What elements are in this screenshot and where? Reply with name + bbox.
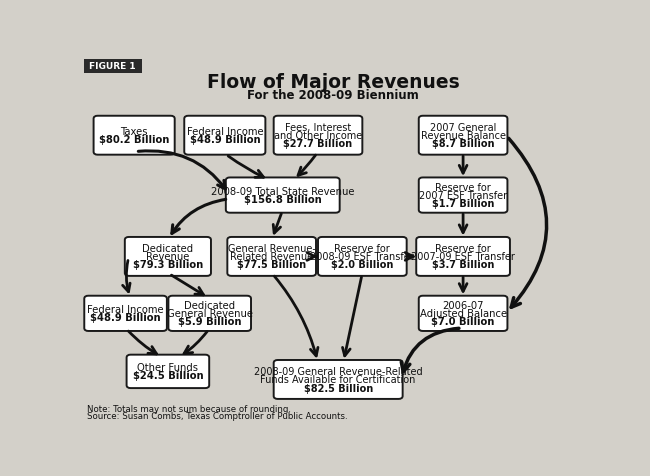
FancyBboxPatch shape: [419, 117, 508, 155]
FancyBboxPatch shape: [184, 117, 265, 155]
Text: $24.5 Billion: $24.5 Billion: [133, 371, 203, 381]
FancyBboxPatch shape: [127, 355, 209, 388]
Text: Federal Income: Federal Income: [187, 127, 263, 137]
Text: Dedicated: Dedicated: [142, 244, 194, 254]
FancyBboxPatch shape: [274, 360, 402, 399]
Text: Revenue Balance: Revenue Balance: [421, 131, 506, 141]
Text: Reserve for: Reserve for: [436, 183, 491, 193]
Text: $48.9 Billion: $48.9 Billion: [190, 135, 260, 145]
Text: Flow of Major Revenues: Flow of Major Revenues: [207, 73, 460, 92]
Text: FIGURE 1: FIGURE 1: [89, 62, 136, 71]
Text: 2008-09 ESF Transfer: 2008-09 ESF Transfer: [311, 252, 414, 262]
Text: Related Revenue: Related Revenue: [230, 252, 313, 262]
FancyBboxPatch shape: [318, 238, 407, 276]
Text: 2007-09 ESF Transfer: 2007-09 ESF Transfer: [411, 252, 515, 262]
Text: Dedicated: Dedicated: [184, 301, 235, 311]
FancyBboxPatch shape: [84, 60, 142, 74]
Text: 2007 General: 2007 General: [430, 123, 497, 133]
FancyBboxPatch shape: [274, 117, 362, 155]
Text: 2006-07: 2006-07: [443, 301, 484, 311]
Text: Note: Totals may not sum because of rounding.: Note: Totals may not sum because of roun…: [87, 405, 291, 414]
FancyBboxPatch shape: [416, 238, 510, 276]
Text: $7.0 Billion: $7.0 Billion: [432, 317, 495, 327]
Text: $1.7 Billion: $1.7 Billion: [432, 199, 494, 208]
Text: $3.7 Billion: $3.7 Billion: [432, 260, 494, 270]
Text: Reserve for: Reserve for: [436, 244, 491, 254]
FancyBboxPatch shape: [168, 296, 251, 331]
Text: Source: Susan Combs, Texas Comptroller of Public Accounts.: Source: Susan Combs, Texas Comptroller o…: [87, 411, 348, 420]
Text: Revenue: Revenue: [146, 252, 190, 262]
Text: Federal Income: Federal Income: [87, 305, 164, 315]
Text: $82.5 Billion: $82.5 Billion: [304, 383, 373, 393]
Text: $77.5 Billion: $77.5 Billion: [237, 260, 306, 270]
Text: $79.3 Billion: $79.3 Billion: [133, 260, 203, 270]
Text: General Revenue-: General Revenue-: [227, 244, 316, 254]
FancyBboxPatch shape: [125, 238, 211, 276]
FancyBboxPatch shape: [226, 178, 340, 213]
Text: Other Funds: Other Funds: [137, 363, 198, 373]
Text: $5.9 Billion: $5.9 Billion: [178, 317, 241, 327]
Text: Adjusted Balance: Adjusted Balance: [419, 309, 506, 318]
Text: $80.2 Billion: $80.2 Billion: [99, 135, 170, 145]
Text: General Revenue: General Revenue: [166, 309, 253, 318]
Text: 2008-09 Total State Revenue: 2008-09 Total State Revenue: [211, 187, 354, 197]
Text: Fees, Interest: Fees, Interest: [285, 123, 351, 133]
FancyBboxPatch shape: [84, 296, 167, 331]
Text: $2.0 Billion: $2.0 Billion: [331, 260, 393, 270]
Text: $8.7 Billion: $8.7 Billion: [432, 139, 495, 149]
Text: $156.8 Billion: $156.8 Billion: [244, 195, 322, 205]
FancyBboxPatch shape: [94, 117, 175, 155]
Text: Taxes: Taxes: [120, 127, 148, 137]
Text: $48.9 Billion: $48.9 Billion: [90, 313, 161, 323]
Text: Reserve for: Reserve for: [335, 244, 390, 254]
FancyBboxPatch shape: [227, 238, 316, 276]
FancyBboxPatch shape: [419, 296, 508, 331]
Text: For the 2008-09 Biennium: For the 2008-09 Biennium: [247, 89, 419, 101]
Text: and Other Income: and Other Income: [274, 131, 362, 141]
Text: 2007 ESF Transfer: 2007 ESF Transfer: [419, 191, 507, 201]
FancyBboxPatch shape: [419, 178, 508, 213]
Text: 2008-09 General Revenue-Related: 2008-09 General Revenue-Related: [254, 367, 422, 377]
Text: Funds Available for Certification: Funds Available for Certification: [261, 375, 416, 385]
Text: $27.7 Billion: $27.7 Billion: [283, 139, 352, 149]
